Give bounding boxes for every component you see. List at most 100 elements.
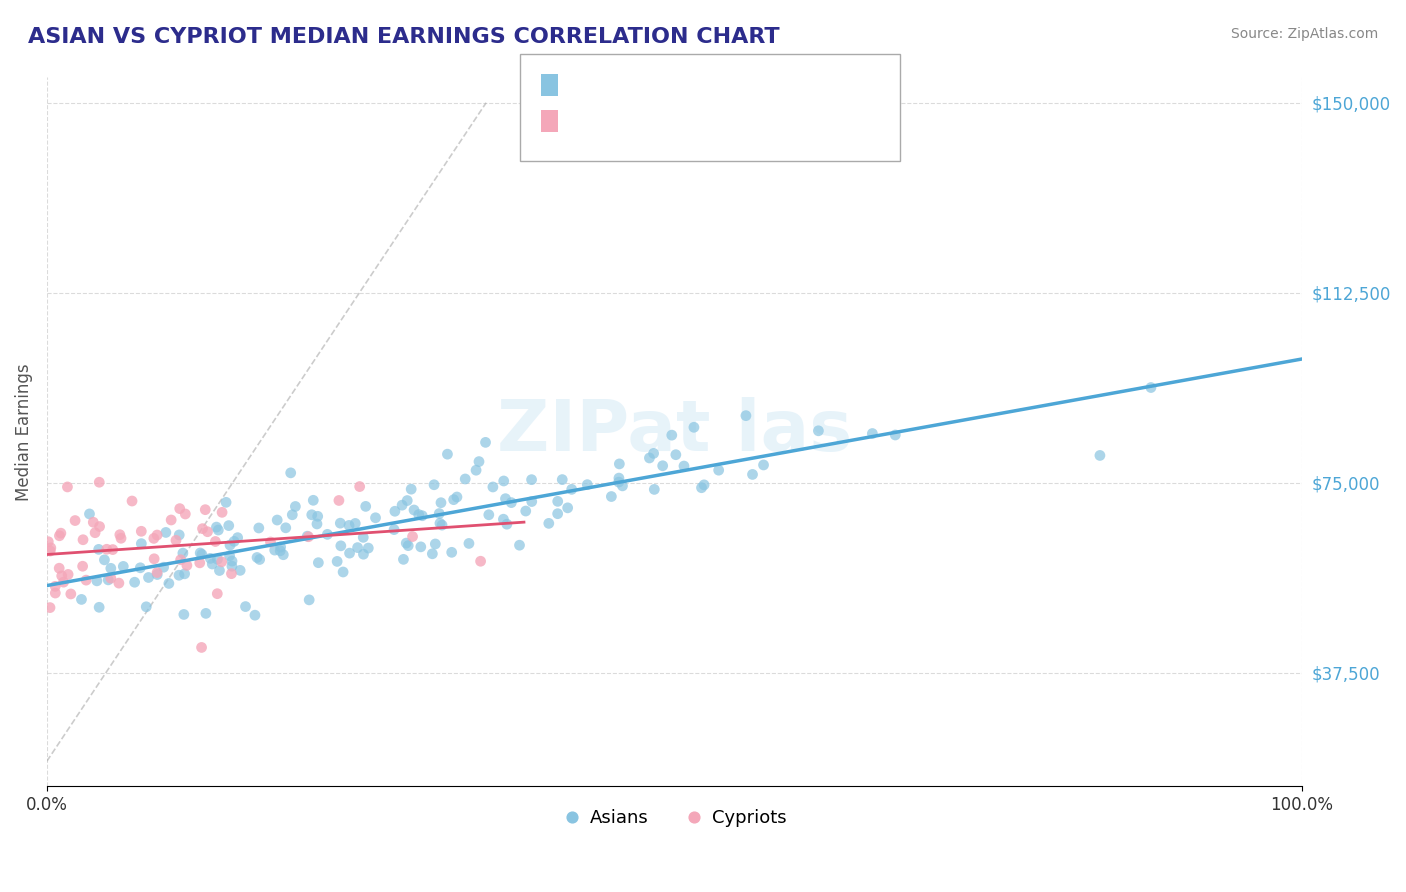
Point xyxy=(643,483,665,497)
Point xyxy=(243,608,266,623)
Point xyxy=(391,498,413,512)
Point xyxy=(557,500,579,515)
Point xyxy=(75,573,97,587)
Point xyxy=(194,502,217,516)
Point xyxy=(219,538,242,552)
Point xyxy=(207,552,229,566)
Point xyxy=(884,428,907,442)
Point xyxy=(690,481,713,495)
Point xyxy=(269,544,291,558)
Point xyxy=(100,561,122,575)
Point xyxy=(661,428,683,442)
Point xyxy=(384,504,406,518)
Point xyxy=(470,554,492,568)
Point xyxy=(651,458,673,473)
Point xyxy=(482,480,505,494)
Point xyxy=(297,529,319,543)
Point xyxy=(422,547,444,561)
Point xyxy=(339,546,361,560)
Point xyxy=(741,467,763,482)
Point xyxy=(70,592,93,607)
Point xyxy=(142,532,165,546)
Point xyxy=(222,534,245,549)
Text: R = 0.137   N =  56: R = 0.137 N = 56 xyxy=(562,112,724,129)
Point xyxy=(446,490,468,504)
Point xyxy=(172,546,194,560)
Point xyxy=(409,540,432,554)
Point xyxy=(515,504,537,518)
Point xyxy=(425,537,447,551)
Point xyxy=(430,518,453,533)
Point xyxy=(672,458,695,473)
Point xyxy=(131,524,153,539)
Point xyxy=(440,545,463,559)
Point xyxy=(51,569,73,583)
Point xyxy=(63,514,86,528)
Point xyxy=(638,450,661,465)
Point xyxy=(454,472,477,486)
Point xyxy=(520,473,543,487)
Point xyxy=(537,516,560,531)
Point xyxy=(221,554,243,568)
Point xyxy=(194,607,217,621)
Point xyxy=(465,463,488,477)
Point xyxy=(364,510,387,524)
Point xyxy=(396,539,419,553)
Point xyxy=(354,500,377,514)
Point xyxy=(93,553,115,567)
Point xyxy=(152,560,174,574)
Point xyxy=(298,593,321,607)
Point xyxy=(39,600,62,615)
Point xyxy=(191,548,214,562)
Point xyxy=(281,508,304,522)
Point xyxy=(561,483,583,497)
Point xyxy=(204,534,226,549)
Point xyxy=(423,477,446,491)
Point xyxy=(208,564,231,578)
Point xyxy=(508,538,530,552)
Point xyxy=(205,520,228,534)
Point xyxy=(72,559,94,574)
Point xyxy=(468,454,491,468)
Point xyxy=(207,523,229,537)
Point xyxy=(82,515,104,529)
Point xyxy=(443,492,465,507)
Point xyxy=(707,463,730,477)
Point xyxy=(399,482,422,496)
Point xyxy=(643,446,665,460)
Point xyxy=(329,539,352,553)
Point xyxy=(87,542,110,557)
Point xyxy=(430,496,453,510)
Point xyxy=(135,599,157,614)
Point xyxy=(612,479,634,493)
Point xyxy=(266,513,288,527)
Point xyxy=(270,540,292,554)
Point xyxy=(436,447,458,461)
Point xyxy=(146,528,169,542)
Point xyxy=(395,536,418,550)
Point xyxy=(492,474,515,488)
Point xyxy=(37,534,59,549)
Point xyxy=(173,566,195,581)
Point xyxy=(357,541,380,555)
Point xyxy=(600,490,623,504)
Point xyxy=(274,521,297,535)
Point xyxy=(190,640,212,655)
Point xyxy=(297,530,319,544)
Point xyxy=(271,548,294,562)
Point xyxy=(167,568,190,582)
Point xyxy=(112,559,135,574)
Point xyxy=(39,544,62,558)
Point xyxy=(131,536,153,550)
Point xyxy=(200,551,222,566)
Point xyxy=(349,479,371,493)
Point xyxy=(188,556,211,570)
Point xyxy=(188,546,211,560)
Point xyxy=(344,516,367,531)
Point xyxy=(495,491,517,506)
Point xyxy=(169,553,191,567)
Point xyxy=(382,523,405,537)
Text: Source: ZipAtlas.com: Source: ZipAtlas.com xyxy=(1230,27,1378,41)
Point xyxy=(249,552,271,566)
Point xyxy=(328,493,350,508)
